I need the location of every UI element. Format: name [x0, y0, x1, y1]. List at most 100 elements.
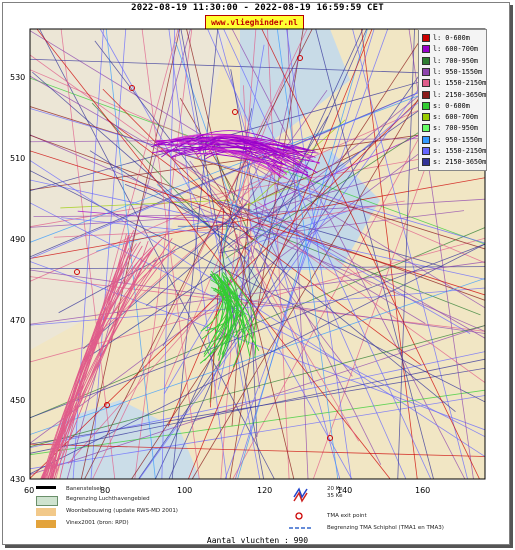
approach-track	[156, 133, 311, 171]
flight-track	[30, 150, 485, 296]
flight-track	[30, 395, 485, 470]
flight-track	[30, 269, 485, 334]
arrival-track	[53, 253, 150, 479]
legend-swatch	[422, 56, 430, 65]
legend-label: s: 2150-3650m	[433, 158, 487, 167]
flight-track	[30, 358, 485, 454]
x-tick-label: 60	[24, 486, 34, 495]
y-tick-label: 450	[10, 396, 25, 405]
departure-track	[213, 288, 246, 343]
legend-label: s: 950-1550m	[433, 135, 483, 144]
flight-track	[361, 29, 418, 479]
flight-track	[90, 29, 127, 479]
flight-track	[162, 205, 242, 347]
tma-exit-point	[74, 269, 80, 275]
legend-swatch	[422, 34, 430, 42]
flight-track	[83, 203, 248, 350]
flight-track	[256, 200, 372, 286]
flight-track	[30, 202, 485, 438]
legend-entry: s: 2150-3650m	[422, 157, 486, 167]
flight-track	[33, 214, 242, 217]
flight-track	[254, 207, 359, 244]
departure-track	[199, 271, 238, 364]
approach-track	[157, 140, 312, 179]
y-tick-label: 430	[10, 475, 25, 484]
flight-track	[36, 29, 391, 479]
page-title: 2022-08-19 11:30:00 - 2022-08-19 16:59:5…	[131, 3, 384, 13]
x-tick-label: 140	[337, 486, 352, 495]
legend-entry: l: 600-700m	[422, 44, 478, 54]
legend-entry: s: 950-1550m	[422, 135, 482, 145]
legend-entry: s: 0-600m	[422, 101, 470, 111]
approach-track	[208, 148, 281, 177]
tma-exit-point	[327, 435, 333, 441]
water-delta	[60, 400, 200, 479]
runway-swatch	[36, 486, 56, 489]
flight-track	[32, 71, 246, 259]
flight-track	[30, 243, 485, 419]
legend-entry: s: 700-950m	[422, 123, 478, 133]
airport-swatch	[36, 496, 58, 506]
arrival-track	[43, 233, 127, 479]
flight-track	[30, 443, 485, 457]
tma-exit-point	[297, 55, 303, 61]
flight-track	[247, 216, 313, 385]
airport-label: Begrenzing Luchthavengebied	[66, 496, 150, 502]
map-key: Banenstelsel Begrenzing Luchthavengebied…	[30, 483, 485, 538]
tma-exit-point-icon	[295, 512, 303, 520]
legend-swatch	[422, 147, 430, 155]
flight-track	[223, 29, 432, 479]
departure-track	[220, 274, 239, 348]
departure-track	[210, 273, 224, 342]
departure-track	[228, 288, 256, 358]
flight-track	[276, 29, 339, 479]
legend-label: l: 600-700m	[433, 45, 479, 54]
legend-swatch	[422, 45, 430, 54]
tma-boundary-swatch	[289, 527, 313, 529]
flight-track	[30, 243, 485, 475]
flight-track	[60, 199, 232, 209]
flight-track	[61, 217, 225, 236]
legend-label: l: 950-1550m	[433, 67, 483, 76]
flight-track	[30, 54, 485, 383]
y-tick-label: 490	[10, 235, 25, 244]
approach-track	[191, 140, 309, 174]
flight-track	[286, 29, 309, 479]
flight-track	[30, 63, 485, 192]
flight-track	[30, 108, 485, 244]
altitude-legend: l: 0-600m l: 600-700m l: 700-950m l: 950-15…	[418, 29, 487, 171]
flight-track	[30, 266, 485, 270]
approach-track	[160, 136, 302, 166]
departure-track	[229, 276, 257, 331]
flight-track	[30, 58, 485, 76]
flight-track	[186, 140, 231, 204]
flight-track	[179, 97, 252, 222]
tma-exit-point	[129, 85, 135, 91]
arrival-track	[49, 230, 135, 479]
legend-label: l: 700-950m	[433, 56, 479, 65]
x-tick-label: 120	[257, 486, 272, 495]
legend-label: l: 0-600m	[433, 34, 470, 42]
legend-entry: l: 0-600m	[422, 33, 470, 43]
legend-entry: l: 700-950m	[422, 56, 478, 66]
flight-track	[84, 29, 313, 479]
flight-track	[67, 255, 253, 464]
flight-track	[124, 184, 249, 234]
flight-track	[164, 223, 235, 388]
flight-track	[220, 29, 257, 479]
flight-track	[30, 198, 485, 228]
flight-track	[189, 160, 226, 208]
y-tick-label: 510	[10, 154, 25, 163]
flight-track	[258, 148, 366, 201]
legend-swatch	[422, 79, 430, 88]
flight-track	[221, 154, 253, 247]
flight-track	[30, 325, 485, 476]
flight-track	[188, 29, 373, 479]
approach-track	[165, 149, 320, 164]
flight-track	[246, 227, 258, 437]
flight-track	[236, 206, 443, 268]
approach-track	[208, 140, 305, 173]
y-tick-label: 470	[10, 316, 25, 325]
legend-label: s: 0-600m	[433, 101, 470, 110]
flight-track	[245, 232, 422, 366]
